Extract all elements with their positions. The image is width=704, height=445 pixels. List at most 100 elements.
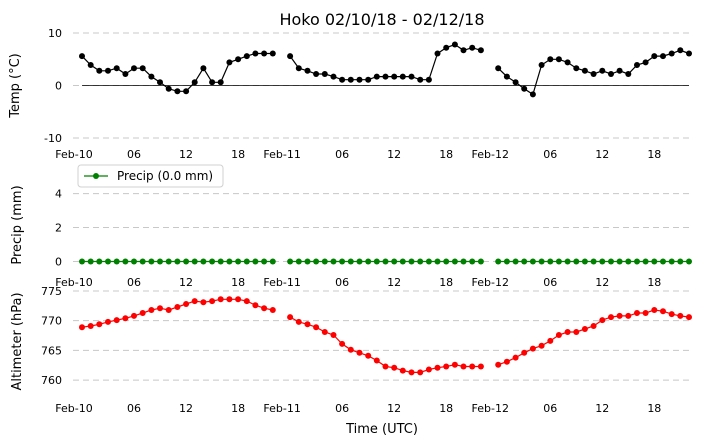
precip-x-tick-label: Feb-11 [263,276,300,289]
altimeter-x-tick-label: 12 [595,402,609,415]
temp-data-point [157,79,163,85]
altimeter-data-point [573,329,579,335]
precip-data-point [374,259,380,265]
altimeter-data-point [174,304,180,310]
precip-x-tick-label: 06 [335,276,349,289]
altimeter-data-point [582,326,588,332]
precip-data-point [504,259,510,265]
precip-data-point [591,259,597,265]
altimeter-data-point [122,315,128,321]
altimeter-data-point [443,364,449,370]
altimeter-x-tick-label: 18 [647,402,661,415]
precip-data-point [686,259,692,265]
precip-panel: 024Precip (mm)Feb-10061218Feb-11061218Fe… [10,165,692,289]
temp-data-point [409,74,415,80]
temp-y-tick-label: 10 [48,27,62,40]
temp-data-point [625,71,631,77]
temp-data-point [383,74,389,80]
altimeter-x-tick-label: 12 [387,402,401,415]
temp-data-point [478,47,484,53]
temp-data-point [261,51,267,57]
altimeter-data-point [331,332,337,338]
temp-data-point [96,68,102,74]
precip-data-point [261,259,267,265]
temp-data-point [582,68,588,74]
precip-x-tick-label: 12 [179,276,193,289]
temp-data-point [669,51,675,57]
temp-data-point [226,59,232,65]
altimeter-x-tick-label: 06 [127,402,141,415]
altimeter-data-point [391,365,397,371]
precip-data-point [200,259,206,265]
precip-data-point [148,259,154,265]
temp-data-point [686,51,692,57]
altimeter-data-point [200,299,206,305]
altimeter-data-point [556,332,562,338]
precip-data-point [461,259,467,265]
legend-marker-swatch [93,173,99,179]
altimeter-data-point [252,302,258,308]
altimeter-data-point [313,324,319,330]
altimeter-data-point [461,364,467,370]
altimeter-data-point [495,362,501,368]
temp-data-point [296,65,302,71]
temp-data-point [131,65,137,71]
precip-x-tick-label: 18 [231,276,245,289]
altimeter-data-point [625,313,631,319]
altimeter-data-point [88,323,94,329]
precip-data-point [435,259,441,265]
precip-data-point [539,259,545,265]
altimeter-data-point [209,298,215,304]
temp-x-tick-label: Feb-12 [472,148,509,161]
altimeter-x-tick-label: Feb-12 [472,402,509,415]
precip-data-point [305,259,311,265]
precip-data-point [313,259,319,265]
precip-data-point [209,259,215,265]
altimeter-data-point [435,365,441,371]
precip-x-tick-label: 12 [387,276,401,289]
precip-data-point [192,259,198,265]
temp-data-point [209,79,215,85]
altimeter-data-point [244,298,250,304]
temp-data-point [122,71,128,77]
precip-x-tick-label: 12 [595,276,609,289]
precip-data-point [582,259,588,265]
precip-data-point [79,259,85,265]
temp-x-tick-label: 12 [595,148,609,161]
altimeter-data-point [114,317,120,323]
altimeter-x-tick-label: 18 [439,402,453,415]
precip-data-point [270,259,276,265]
temp-data-point [461,47,467,53]
temp-x-tick-label: 12 [387,148,401,161]
temp-x-tick-label: 06 [335,148,349,161]
altimeter-data-point [322,329,328,335]
temp-data-point [521,86,527,92]
altimeter-data-point [634,310,640,316]
precip-data-point [339,259,345,265]
precip-y-tick-label: 0 [55,256,62,269]
altimeter-data-point [660,308,666,314]
altimeter-data-point [166,307,172,313]
altimeter-data-point [192,298,198,304]
temp-data-point [435,51,441,57]
altimeter-data-point [140,310,146,316]
precip-data-point [599,259,605,265]
precip-data-point [625,259,631,265]
altimeter-data-point [374,358,380,364]
temp-x-tick-label: 06 [127,148,141,161]
precip-data-point [608,259,614,265]
altimeter-data-point [339,341,345,347]
temp-data-point [357,77,363,83]
precip-data-point [365,259,371,265]
temp-data-point [114,65,120,71]
precip-data-point [157,259,163,265]
altimeter-data-point [669,311,675,317]
altimeter-data-point [651,307,657,313]
altimeter-data-point [452,362,458,368]
precip-data-point [513,259,519,265]
precip-x-tick-label: 18 [439,276,453,289]
precip-data-point [218,259,224,265]
temp-data-point [339,77,345,83]
temp-data-point [400,74,406,80]
